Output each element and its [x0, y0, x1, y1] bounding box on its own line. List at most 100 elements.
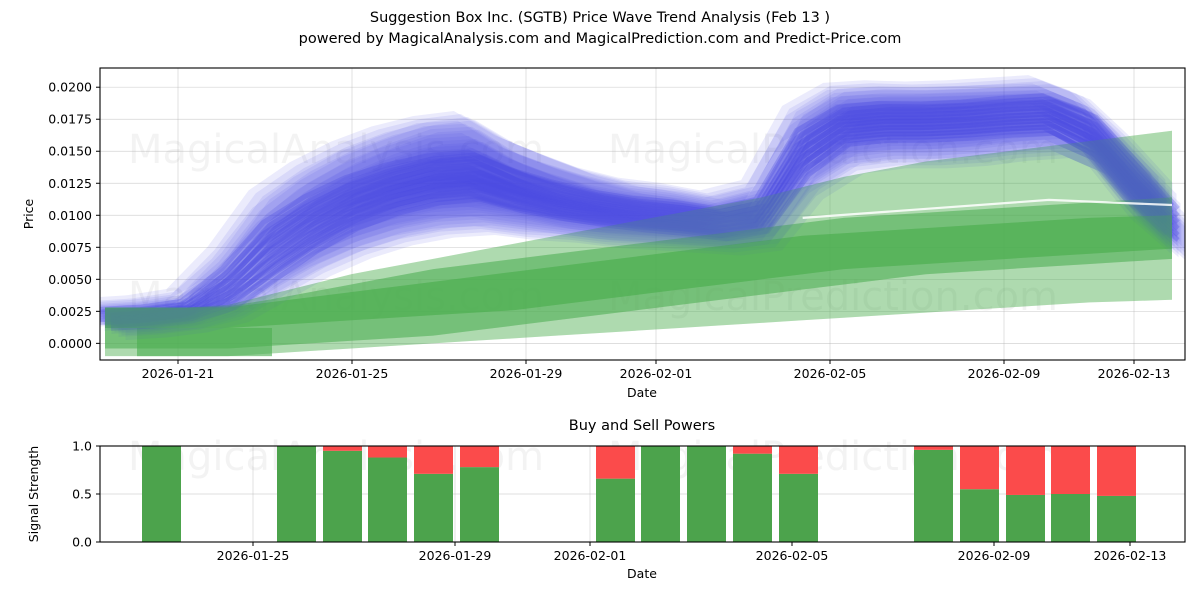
blue-wave-band — [100, 90, 1160, 317]
blue-wave-strand — [110, 124, 1180, 329]
blue-wave-band — [110, 103, 1178, 328]
blue-wave-band — [100, 83, 1156, 313]
blue-wave-strand — [104, 96, 1174, 316]
blue-wave-strand — [100, 105, 1168, 318]
bars-x-axis-label: Date — [627, 566, 657, 581]
main-y-tick: 0.0100 — [48, 208, 92, 223]
blue-wave-band — [100, 97, 1164, 322]
blue-wave-band — [100, 81, 1166, 315]
signal-bar[interactable] — [641, 446, 680, 542]
blue-wave-strand — [100, 93, 1168, 313]
blue-wave-band — [125, 121, 1185, 341]
blue-wave-band — [105, 84, 1173, 318]
blue-wave-band — [109, 92, 1177, 322]
signal-bar[interactable] — [460, 446, 499, 542]
main-y-tick: 0.0150 — [48, 144, 92, 159]
watermark-prediction-1: MagicalPrediction.com — [608, 127, 1058, 173]
sell-power-segment[interactable] — [596, 446, 635, 479]
buy-power-segment[interactable] — [641, 446, 680, 542]
blue-wave-band — [100, 75, 1152, 308]
signal-bar[interactable] — [733, 446, 772, 542]
blue-wave-strand — [100, 118, 1168, 323]
blue-wave-band — [113, 99, 1181, 327]
title-block: Suggestion Box Inc. (SGTB) Price Wave Tr… — [0, 8, 1200, 50]
signal-bar[interactable] — [1051, 446, 1090, 542]
blue-wave-strand — [104, 127, 1174, 328]
buy-power-segment[interactable] — [733, 453, 772, 542]
signal-bar[interactable] — [687, 446, 726, 542]
buy-power-segment[interactable] — [1051, 494, 1090, 542]
signal-bar[interactable] — [1006, 446, 1045, 542]
sell-power-segment[interactable] — [414, 446, 453, 474]
signal-bar[interactable] — [368, 446, 407, 542]
main-x-tick: 2026-02-13 — [1098, 366, 1171, 381]
bars-axis-ticks — [96, 445, 1131, 546]
sell-power-segment[interactable] — [460, 446, 499, 468]
main-y-axis-label: Price — [21, 198, 36, 229]
blue-wave-strand — [104, 108, 1174, 321]
blue-wave-strand — [104, 101, 1174, 318]
sell-power-segment[interactable] — [1097, 446, 1136, 496]
buy-sell-panel: Buy and Sell Powers MagicalAnalysis.com … — [26, 418, 1186, 581]
buy-power-segment[interactable] — [414, 473, 453, 542]
signal-bar[interactable] — [779, 446, 818, 542]
buy-power-segment[interactable] — [596, 478, 635, 542]
main-y-tick: 0.0025 — [48, 304, 92, 319]
signal-bar[interactable] — [596, 446, 635, 542]
buy-sell-title: Buy and Sell Powers — [569, 418, 715, 434]
green-core-block — [137, 327, 272, 357]
main-y-tick: 0.0000 — [48, 336, 92, 351]
signal-bar[interactable] — [1097, 446, 1136, 542]
main-price-panel: MagicalAnalysis.com MagicalPrediction.co… — [21, 67, 1186, 400]
buy-power-segment[interactable] — [687, 446, 726, 542]
signal-bar[interactable] — [277, 446, 316, 542]
buy-power-segment[interactable] — [460, 467, 499, 542]
bars-x-tick: 2026-02-05 — [756, 548, 829, 563]
signal-bar[interactable] — [142, 446, 181, 542]
signal-bar[interactable] — [323, 446, 362, 542]
blue-wave-band — [104, 112, 1172, 332]
blue-wave-strand — [110, 99, 1180, 319]
signal-bar[interactable] — [914, 446, 953, 542]
green-trend-band-overlay — [105, 215, 1172, 328]
blue-wave-band — [103, 100, 1171, 325]
buy-power-segment[interactable] — [1006, 494, 1045, 542]
buy-power-segment[interactable] — [277, 446, 316, 542]
blue-wave-strand — [104, 114, 1174, 323]
buy-power-segment[interactable] — [323, 450, 362, 542]
blue-wave-band — [100, 104, 1168, 327]
sell-power-segment[interactable] — [368, 446, 407, 458]
blue-wave-band — [118, 118, 1185, 338]
buy-power-segment[interactable] — [142, 446, 181, 542]
green-trend-band — [105, 215, 1172, 328]
sell-power-segment[interactable] — [960, 446, 999, 490]
signal-bar[interactable] — [414, 446, 453, 542]
sell-power-segment[interactable] — [323, 446, 362, 451]
blue-wave-band — [106, 96, 1174, 324]
blue-wave-band — [100, 78, 1159, 311]
sell-power-segment[interactable] — [914, 446, 953, 450]
buy-power-segment[interactable] — [779, 473, 818, 542]
bars-y-tick-labels: 0.0 0.5 1.0 — [72, 439, 92, 550]
buy-power-segment[interactable] — [368, 457, 407, 542]
main-x-tick: 2026-01-25 — [316, 366, 389, 381]
blue-wave-strand — [110, 104, 1180, 321]
main-x-tick-labels: 2026-01-21 2026-01-25 2026-01-29 2026-02-01… — [142, 366, 1171, 381]
sell-power-segment[interactable] — [1006, 446, 1045, 495]
sell-power-segment[interactable] — [1051, 446, 1090, 494]
main-y-tick: 0.0125 — [48, 176, 92, 191]
bars-x-tick: 2026-02-13 — [1094, 548, 1167, 563]
buy-power-segment[interactable] — [960, 489, 999, 542]
buy-power-segment[interactable] — [1097, 495, 1136, 542]
sell-power-segment[interactable] — [779, 446, 818, 474]
blue-wave-strand — [100, 124, 1168, 325]
bars-x-tick: 2026-02-01 — [554, 548, 627, 563]
sell-power-segment[interactable] — [733, 446, 772, 454]
blue-wave-strand — [100, 111, 1168, 320]
price-wave-bands — [100, 75, 1185, 357]
signal-bar[interactable] — [960, 446, 999, 542]
green-trend-band-overlay — [105, 130, 1172, 357]
buy-power-segment[interactable] — [914, 449, 953, 542]
